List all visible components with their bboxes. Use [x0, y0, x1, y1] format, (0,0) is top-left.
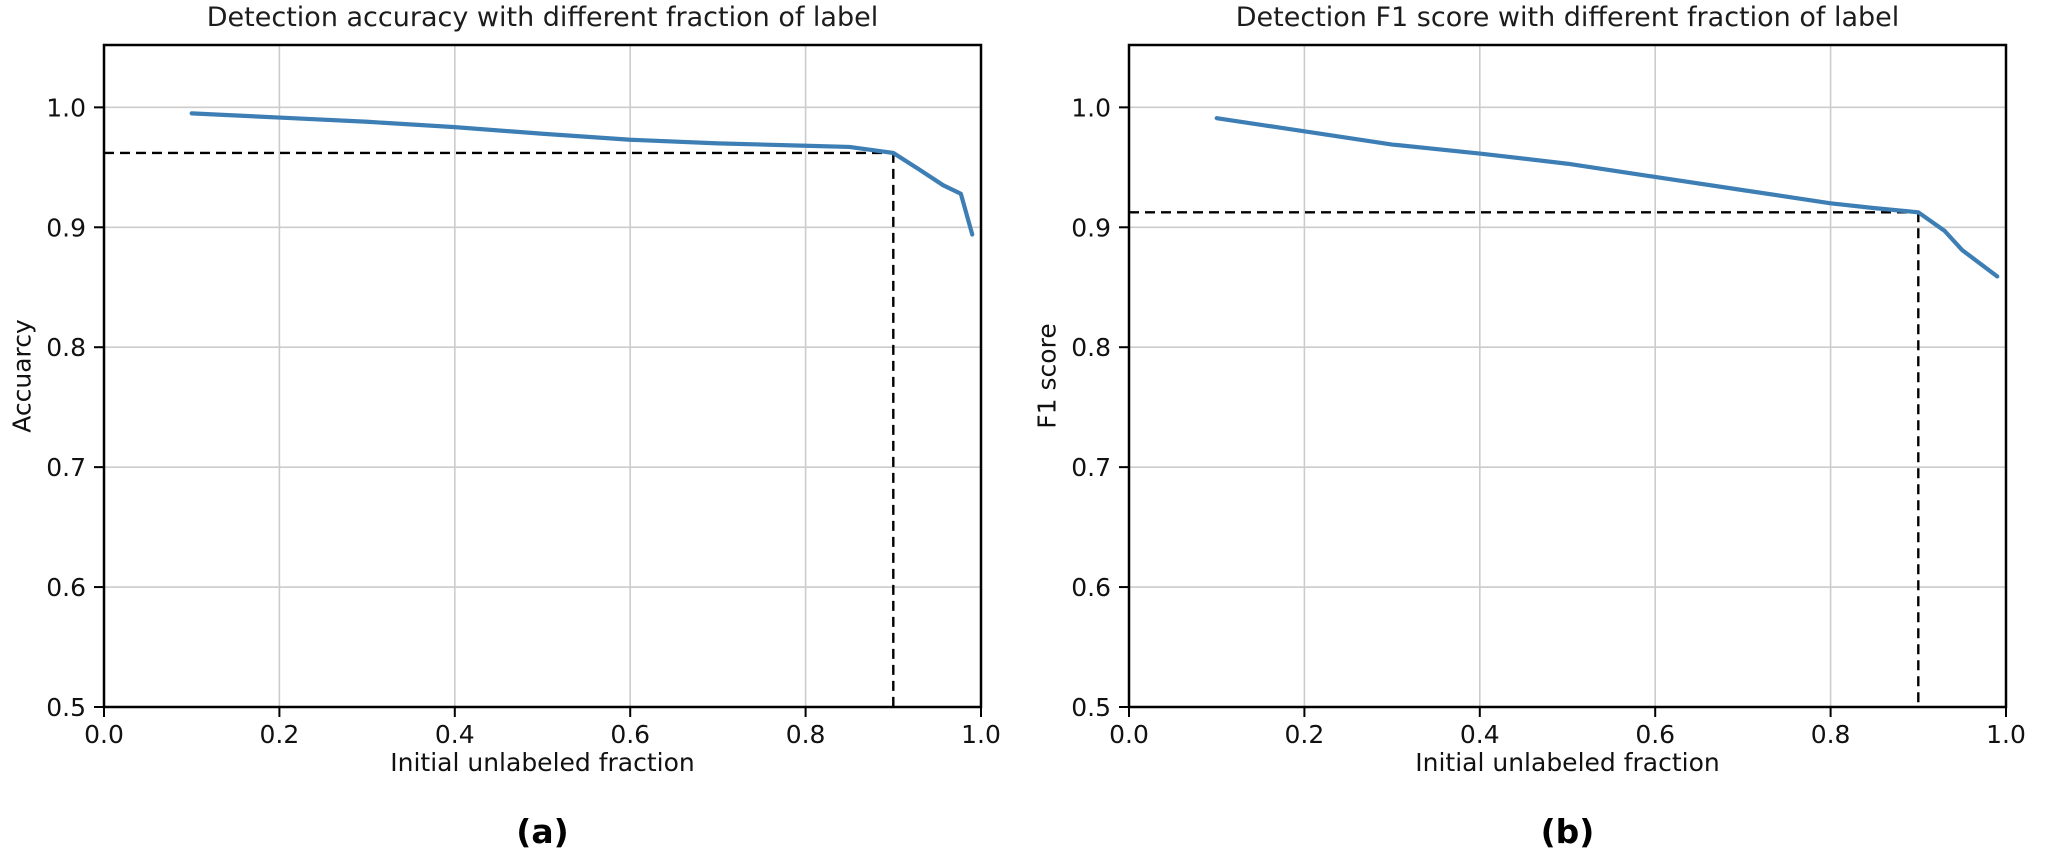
x-tick-label: 0.0 [1109, 720, 1149, 749]
f1-score-line-chart: 0.0 0.2 0.4 0.6 0.8 1.0 0.5 0.6 0.7 0.8 0.9 1.0 [1071, 43, 2026, 749]
chart-title: Detection accuracy with different fracti… [206, 2, 879, 33]
y-tick-label: 1.0 [46, 93, 86, 122]
y-tick-label: 1.0 [1071, 93, 1111, 122]
y-tick-label: 0.6 [1071, 573, 1111, 602]
x-tick-label: 0.4 [1460, 720, 1500, 749]
x-tick-label: 0.2 [1285, 720, 1325, 749]
y-tick-label: 0.5 [46, 693, 86, 722]
y-tick-label: 0.7 [1071, 453, 1111, 482]
chart-panel-a: Detection accuracy with different fracti… [8, 2, 1001, 851]
y-tick-label: 0.9 [46, 213, 86, 242]
x-tick-label: 0.8 [1811, 720, 1851, 749]
x-tick-label: 0.6 [610, 720, 650, 749]
x-axis-label: Initial unlabeled fraction [1415, 748, 1720, 777]
accuracy-line-chart: 0.0 0.2 0.4 0.6 0.8 1.0 0.5 0.6 0.7 0.8 0.9 1.0 [46, 43, 1001, 749]
y-tick-label: 0.7 [46, 453, 86, 482]
x-tick-label: 1.0 [961, 720, 1001, 749]
y-tick-label: 0.8 [1071, 333, 1111, 362]
x-tick-label: 0.6 [1635, 720, 1675, 749]
y-tick-label: 0.9 [1071, 213, 1111, 242]
series-line-f1-score [1214, 116, 2000, 279]
series-line-accuracy [189, 111, 975, 237]
chart-title: Detection F1 score with different fracti… [1235, 2, 1900, 33]
x-tick-label: 1.0 [1986, 720, 2026, 749]
x-tick-label: 0.0 [84, 720, 124, 749]
y-tick-label: 0.6 [46, 573, 86, 602]
subfigure-caption-b: (b) [1540, 812, 1595, 851]
x-axis-label: Initial unlabeled fraction [390, 748, 695, 777]
plot-border [1127, 43, 2008, 709]
x-tick-label: 0.2 [260, 720, 300, 749]
subfigure-caption-a: (a) [516, 812, 569, 851]
chart-panel-b: Detection F1 score with different fracti… [1025, 0, 2050, 868]
plot-border [102, 43, 983, 709]
x-tick-label: 0.4 [435, 720, 475, 749]
y-tick-label: 0.8 [46, 333, 86, 362]
y-tick-label: 0.5 [1071, 693, 1111, 722]
x-tick-label: 0.8 [786, 720, 826, 749]
